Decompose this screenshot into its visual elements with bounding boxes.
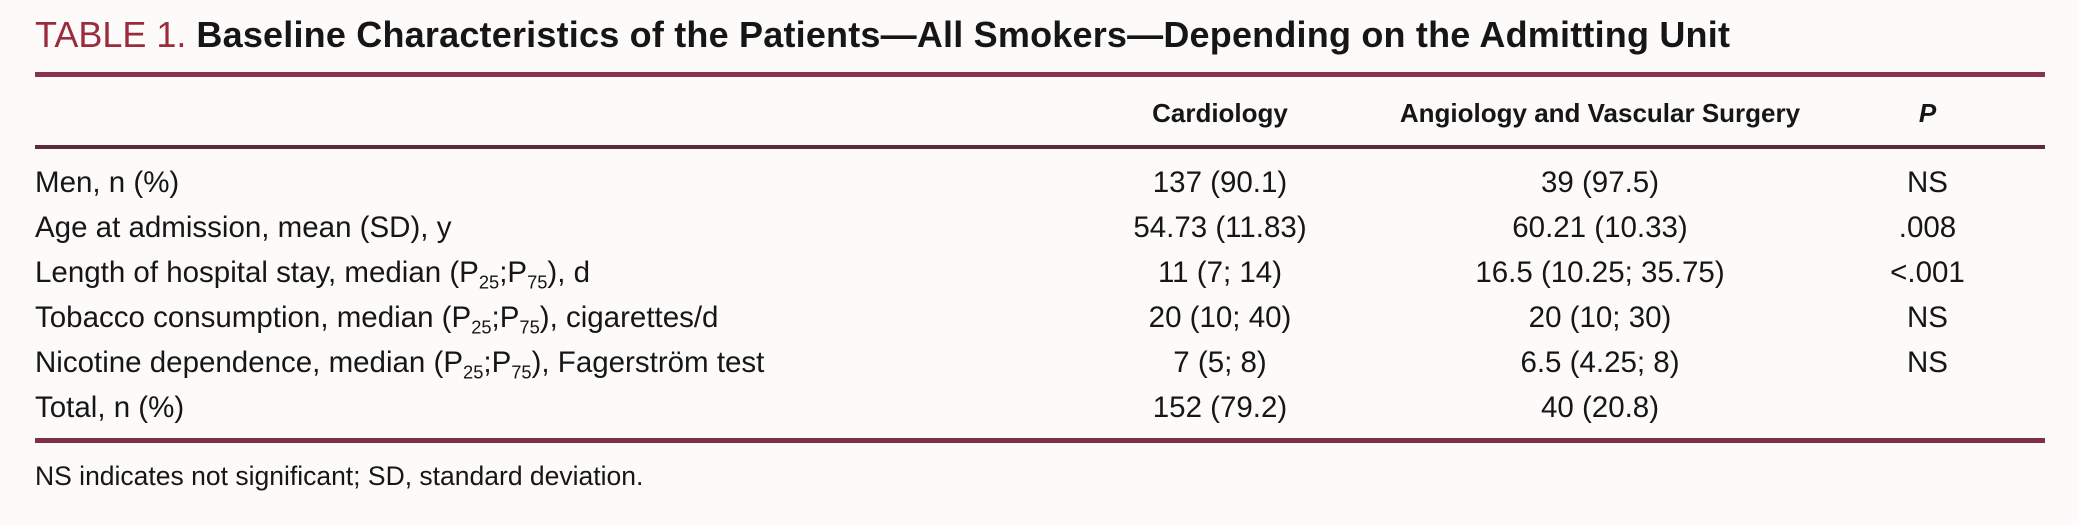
cell-angiology: 6.5 (4.25; 8) (1520, 346, 1680, 379)
row-label: Tobacco consumption, median (P25;P75), c… (35, 295, 1050, 340)
table-title: TABLE 1. Baseline Characteristics of the … (35, 12, 2045, 57)
cell-angiology: 16.5 (10.25; 35.75) (1475, 256, 1725, 289)
header-row-label (35, 77, 1050, 149)
table-number-label: TABLE 1. (35, 14, 187, 55)
cell-cardiology: 7 (5; 8) (1173, 346, 1267, 379)
row-label-text: Nicotine dependence, median (P (35, 346, 464, 379)
table-row: Nicotine dependence, median (P25;P75), F… (35, 340, 2045, 385)
cell-cardiology: 11 (7; 14) (1157, 256, 1283, 289)
table-header-row: Cardiology Angiology and Vascular Surger… (35, 77, 2045, 149)
header-p-value: P (1810, 77, 2045, 149)
row-label-text: Length of hospital stay, median (P (35, 256, 479, 289)
row-label-text: Men, n (%) (35, 166, 180, 199)
cell-p-value: NS (1907, 166, 1948, 199)
row-label-subscript: 75 (511, 361, 532, 383)
cell-angiology: 40 (20.8) (1540, 391, 1660, 424)
cell-cardiology: 152 (79.2) (1152, 391, 1288, 424)
cell-angiology: 20 (10; 30) (1528, 301, 1672, 334)
row-label-text: ;P (499, 256, 528, 289)
table-row: Age at admission, mean (SD), y 54.73 (11.… (35, 205, 2045, 250)
cell-cardiology: 20 (10; 40) (1148, 301, 1292, 334)
cell-angiology: 60.21 (10.33) (1512, 211, 1688, 244)
cell-p-value: <.001 (1890, 256, 1965, 289)
row-label-subscript: 25 (463, 361, 484, 383)
row-label-text: ), d (547, 256, 591, 289)
row-label-subscript: 25 (478, 271, 500, 293)
table-row: Tobacco consumption, median (P25;P75), c… (35, 295, 2045, 340)
row-label-text: ), cigarettes/d (539, 301, 719, 334)
table-row: Total, n (%) 152 (79.2) 40 (20.8) (35, 385, 2045, 430)
bottom-rule (35, 438, 2045, 443)
cell-cardiology: 54.73 (11.83) (1133, 211, 1307, 244)
table-row: Men, n (%) 137 (90.1) 39 (97.5) NS (35, 147, 2045, 205)
cell-angiology: 39 (97.5) (1540, 166, 1660, 199)
row-label: Nicotine dependence, median (P25;P75), F… (35, 340, 1050, 385)
baseline-characteristics-table: Cardiology Angiology and Vascular Surger… (35, 77, 2045, 430)
row-label-subscript: 75 (527, 271, 548, 293)
row-label-subscript: 75 (519, 316, 540, 338)
row-label-text: Total, n (%) (35, 391, 185, 424)
row-label: Age at admission, mean (SD), y (35, 205, 1050, 250)
table-row: Length of hospital stay, median (P25;P75… (35, 250, 2045, 295)
cell-p-value (1810, 385, 2045, 430)
cell-p-value: .008 (1898, 211, 1957, 244)
row-label-text: Tobacco consumption, median (P (35, 301, 472, 334)
table-footnote: NS indicates not significant; SD, standa… (35, 461, 644, 491)
table-body: Men, n (%) 137 (90.1) 39 (97.5) NS Age at ad… (35, 147, 2045, 430)
row-label: Men, n (%) (35, 147, 1050, 205)
header-cardiology: Cardiology (1050, 77, 1390, 149)
row-label-text: ;P (491, 301, 520, 334)
row-label: Total, n (%) (35, 385, 1050, 430)
row-label-text: Age at admission, mean (SD), y (35, 211, 452, 244)
title-rule (35, 72, 2045, 77)
row-label-text: ), Fagerström test (531, 346, 765, 379)
row-label: Length of hospital stay, median (P25;P75… (35, 250, 1050, 295)
header-angiology: Angiology and Vascular Surgery (1390, 77, 1810, 149)
cell-p-value: NS (1907, 346, 1948, 379)
row-label-text: ;P (483, 346, 512, 379)
cell-p-value: NS (1907, 301, 1948, 334)
table-caption: Baseline Characteristics of the Patients… (196, 14, 1731, 55)
row-label-subscript: 25 (471, 316, 492, 338)
cell-cardiology: 137 (90.1) (1152, 166, 1288, 199)
